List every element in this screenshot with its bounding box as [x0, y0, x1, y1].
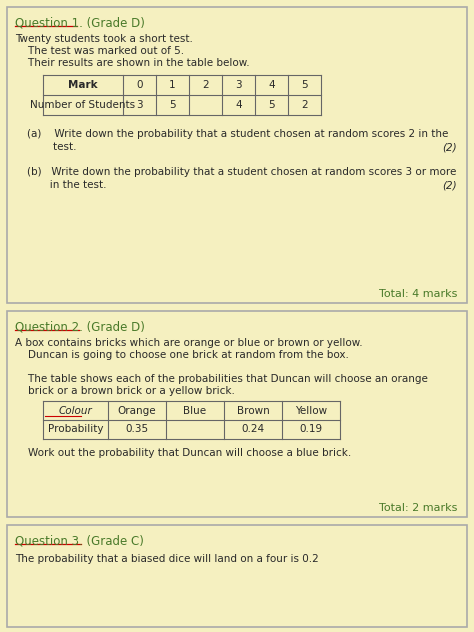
Text: 5: 5 [301, 80, 308, 90]
Text: 0.24: 0.24 [241, 425, 264, 435]
Text: Total: 4 marks: Total: 4 marks [379, 289, 457, 299]
Text: Their results are shown in the table below.: Their results are shown in the table bel… [15, 58, 250, 68]
Text: Probability: Probability [48, 425, 103, 435]
Text: Orange: Orange [118, 406, 156, 415]
Text: Question 3. (Grade C): Question 3. (Grade C) [15, 534, 144, 547]
Text: brick or a brown brick or a yellow brick.: brick or a brown brick or a yellow brick… [15, 386, 235, 396]
Text: in the test.: in the test. [27, 180, 107, 190]
Text: Yellow: Yellow [295, 406, 327, 415]
Text: (2): (2) [442, 180, 457, 190]
Text: 3: 3 [136, 100, 143, 110]
Text: 0.19: 0.19 [300, 425, 323, 435]
Bar [7, 525, 467, 627]
Text: 0: 0 [136, 80, 143, 90]
Text: Question 2. (Grade D): Question 2. (Grade D) [15, 320, 145, 333]
Text: The probability that a biased dice will land on a four is 0.2: The probability that a biased dice will … [15, 554, 319, 564]
Text: (a)    Write down the probability that a student chosen at random scores 2 in th: (a) Write down the probability that a st… [27, 129, 448, 139]
Text: 5: 5 [268, 100, 275, 110]
Text: Blue: Blue [183, 406, 207, 415]
Text: The table shows each of the probabilities that Duncan will choose an orange: The table shows each of the probabilitie… [15, 374, 428, 384]
Text: Duncan is going to choose one brick at random from the box.: Duncan is going to choose one brick at r… [15, 350, 349, 360]
Text: Question 1. (Grade D): Question 1. (Grade D) [15, 16, 145, 29]
Text: (2): (2) [442, 142, 457, 152]
Text: Brown: Brown [237, 406, 269, 415]
Text: 4: 4 [235, 100, 242, 110]
Text: Mark: Mark [68, 80, 98, 90]
Text: 2: 2 [202, 80, 209, 90]
Text: test.: test. [27, 142, 76, 152]
Text: A box contains bricks which are orange or blue or brown or yellow.: A box contains bricks which are orange o… [15, 338, 363, 348]
Bar [7, 7, 467, 303]
Text: Colour: Colour [59, 406, 92, 415]
Bar [7, 311, 467, 517]
Text: 5: 5 [169, 100, 176, 110]
Text: 2: 2 [301, 100, 308, 110]
Text: 1: 1 [169, 80, 176, 90]
Text: 3: 3 [235, 80, 242, 90]
Text: 4: 4 [268, 80, 275, 90]
Text: Work out the probability that Duncan will choose a blue brick.: Work out the probability that Duncan wil… [15, 448, 351, 458]
Text: Total: 2 marks: Total: 2 marks [379, 503, 457, 513]
Text: The test was marked out of 5.: The test was marked out of 5. [15, 46, 184, 56]
Text: (b)   Write down the probability that a student chosen at random scores 3 or mor: (b) Write down the probability that a st… [27, 167, 456, 177]
Text: 0.35: 0.35 [126, 425, 148, 435]
Text: Twenty students took a short test.: Twenty students took a short test. [15, 34, 193, 44]
Text: Number of Students: Number of Students [30, 100, 136, 110]
